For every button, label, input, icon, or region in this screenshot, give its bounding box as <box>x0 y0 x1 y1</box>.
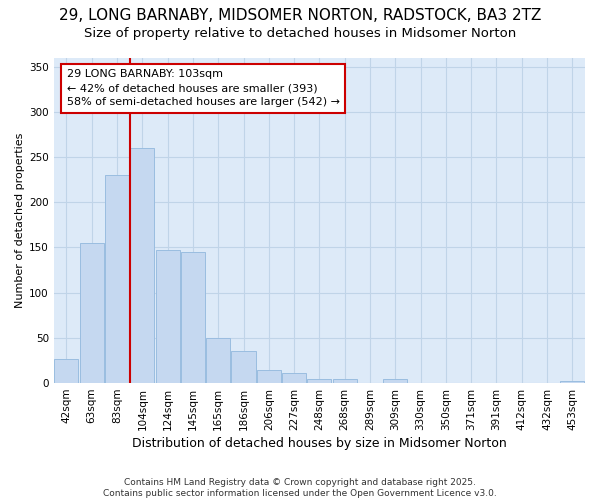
Y-axis label: Number of detached properties: Number of detached properties <box>15 132 25 308</box>
Bar <box>130 148 154 383</box>
Bar <box>282 373 306 383</box>
Bar <box>232 350 256 383</box>
Bar <box>80 243 104 383</box>
Bar <box>55 358 79 383</box>
Bar <box>257 370 281 383</box>
X-axis label: Distribution of detached houses by size in Midsomer Norton: Distribution of detached houses by size … <box>132 437 507 450</box>
Bar <box>206 338 230 383</box>
Bar <box>105 175 129 383</box>
Text: 29 LONG BARNABY: 103sqm
← 42% of detached houses are smaller (393)
58% of semi-d: 29 LONG BARNABY: 103sqm ← 42% of detache… <box>67 70 340 108</box>
Bar <box>307 378 331 383</box>
Bar <box>332 380 357 383</box>
Bar <box>560 382 584 383</box>
Text: Contains HM Land Registry data © Crown copyright and database right 2025.
Contai: Contains HM Land Registry data © Crown c… <box>103 478 497 498</box>
Text: Size of property relative to detached houses in Midsomer Norton: Size of property relative to detached ho… <box>84 28 516 40</box>
Bar <box>181 252 205 383</box>
Text: 29, LONG BARNABY, MIDSOMER NORTON, RADSTOCK, BA3 2TZ: 29, LONG BARNABY, MIDSOMER NORTON, RADST… <box>59 8 541 22</box>
Bar <box>383 380 407 383</box>
Bar <box>155 250 179 383</box>
